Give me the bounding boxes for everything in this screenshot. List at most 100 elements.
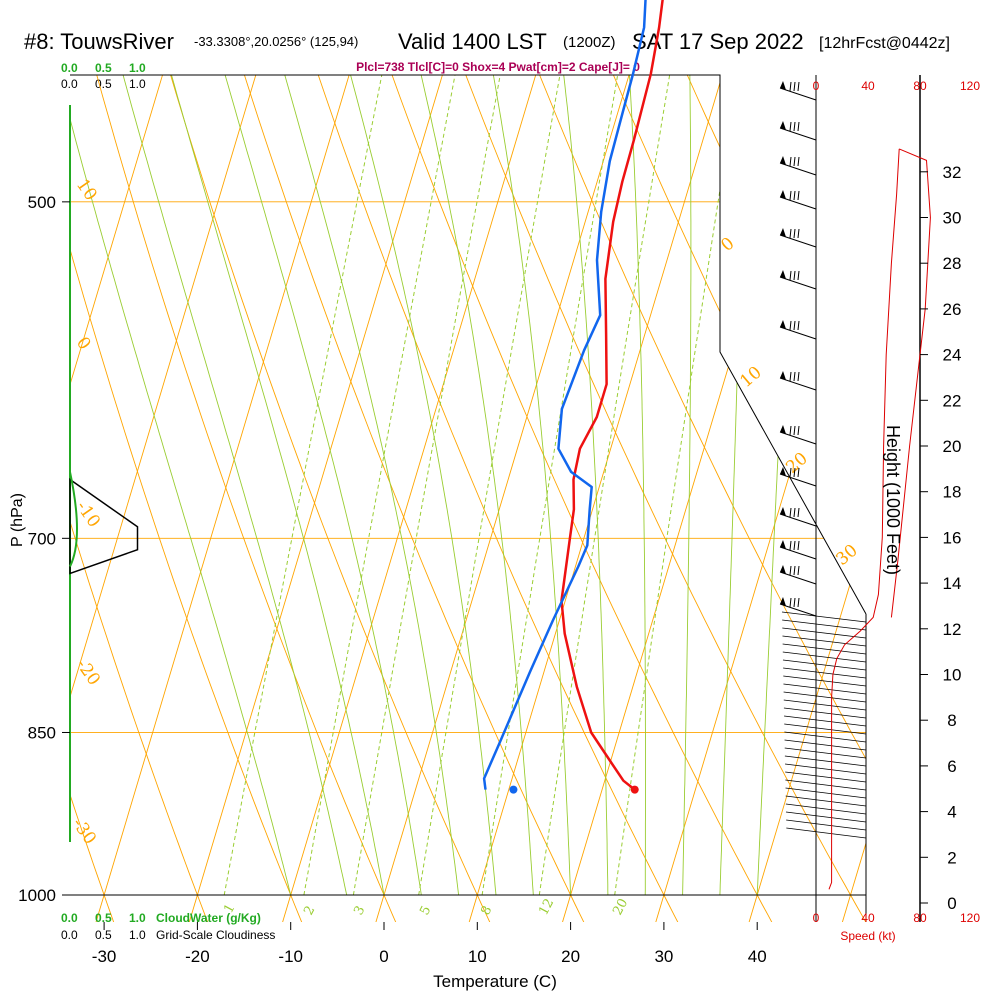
wind-barb-feather [797,507,800,518]
bottom-cloudwater-label: CloudWater (g/Kg) [156,911,261,925]
wind-barb-feather [789,228,792,239]
wind-barb-low [784,747,867,759]
wind-barb-low [785,787,867,799]
wind-barb-feather [797,425,800,436]
y-axis: 2503004005007008501000 [18,193,70,905]
surface-temperature-dot [630,785,639,794]
forecast-label: [12hrFcst@0442z] [819,35,950,52]
height-tick-label: 10 [943,666,962,685]
wind-barb-feather [789,540,792,551]
cloud-profile [69,471,139,575]
cloudwater-curve [69,471,78,567]
wind-speed-axis-top: 0 40 80 120 [813,79,981,93]
wind-barb-feather [793,507,796,518]
wind-barb-low [783,699,867,711]
moist-adiabat [658,75,692,896]
wind-barb-low [784,763,867,775]
wind-barb-flag [780,597,786,606]
wind-barb-low [786,819,867,831]
dry-adiabat [70,75,501,922]
speed-tick-top-0: 0 [813,79,820,93]
dry-adiabat [70,75,406,922]
top-cloudiness-tick-0: 0.0 [61,77,78,91]
mixing-ratio-line [352,75,519,896]
wind-barb-low [781,611,867,623]
bottom-cloudiness-tick-1: 0.5 [95,928,112,942]
speed-tick-top-3: 120 [960,79,980,93]
isotherm [275,75,718,922]
x-tick-label: 10 [468,947,487,966]
wind-barb-feather [789,270,792,281]
wind-barb-feather [797,597,800,608]
wind-barbs [779,81,867,839]
wind-barb-feather [797,190,800,201]
y-tick-label: 1000 [18,886,56,905]
top-cloudwater-tick-1: 0.5 [95,61,112,75]
wind-barb-feather [789,597,792,608]
thermo-grid [70,75,866,922]
wind-barb-flag [780,507,786,516]
wind-barb-flag [780,320,786,329]
bottom-cloudwater-tick-1: 0.5 [95,911,112,925]
y-tick-label: 700 [28,529,56,548]
wind-barb-flag [780,467,786,476]
moist-adiabat [719,75,751,896]
valid-date: SAT 17 Sep 2022 [632,29,804,54]
temperature-line [560,0,664,791]
wind-barb-feather [793,540,796,551]
dry-adiabat [70,75,217,922]
wind-barb-low [785,803,867,815]
height-tick-label: 24 [943,346,962,365]
isotherm [368,75,811,922]
height-tick-label: 0 [947,894,956,913]
wind-barb-flag [780,371,786,380]
isotherm [89,75,531,922]
x-tick-label: 0 [379,947,388,966]
bottom-cloudiness-label: Grid-Scale Cloudiness [156,928,275,942]
wind-barb-low [785,779,867,791]
wind-barb-feather [797,121,800,132]
speed-axis-label: Speed (kt) [840,929,895,943]
bottom-cloudwater-tick-0: 0.0 [61,911,78,925]
x-axis-title: Temperature (C) [433,972,557,991]
sounding-indices: Plcl=738 Tlcl[C]=0 Shox=4 Pwat[cm]=2 Cap… [356,60,640,74]
bottom-cloudiness-tick-0: 0.0 [61,928,78,942]
moist-adiabat [70,75,348,896]
bottom-cloudiness-scale: 0.0 0.5 1.0 Grid-Scale Cloudiness [61,928,275,942]
wind-barb-feather [797,156,800,167]
wind-speed-line [828,148,900,890]
height-tick-label: 14 [943,574,962,593]
moist-adiabat [555,75,646,896]
wind-barb-feather [793,425,796,436]
wind-barb-feather [789,425,792,436]
wind-barb-feather [793,597,796,608]
wind-barb-flag [780,190,786,199]
x-tick-label: 30 [654,947,673,966]
wind-barb-low [786,827,867,839]
speed-tick-top-1: 40 [861,79,875,93]
valid-time: Valid 1400 LST [398,29,547,54]
moist-adiabat [123,75,460,896]
surface-dewpoint-dot [509,785,518,794]
wind-barb-low [783,691,867,703]
moist-adiabat [186,75,497,896]
dewpoint-line [482,0,647,790]
wind-barb-feather [789,507,792,518]
wind-barb-low [784,723,867,735]
isotherm [462,75,866,922]
speed-tick-bottom-2: 80 [913,911,927,925]
bottom-cloudwater-tick-2: 1.0 [129,911,146,925]
moist-adiabat [70,75,422,896]
wind-barb-low [785,811,867,823]
dry-adiabat [204,75,784,922]
top-cloudwater-tick-2: 1.0 [129,61,146,75]
dry-adiabat [70,75,122,922]
isotherm [648,75,866,922]
wind-barb-low [784,731,867,743]
wind-barb-feather [789,320,792,331]
x-tick-label: 20 [561,947,580,966]
mixing-ratio-line [538,75,687,896]
mixing-ratio-line [418,75,578,896]
speed-tick-bottom-1: 40 [861,911,875,925]
